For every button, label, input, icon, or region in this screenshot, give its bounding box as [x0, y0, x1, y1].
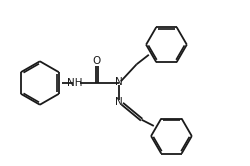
Text: NH: NH	[66, 78, 82, 88]
Text: N: N	[115, 97, 123, 107]
Text: O: O	[92, 56, 101, 66]
Text: N: N	[115, 77, 123, 87]
